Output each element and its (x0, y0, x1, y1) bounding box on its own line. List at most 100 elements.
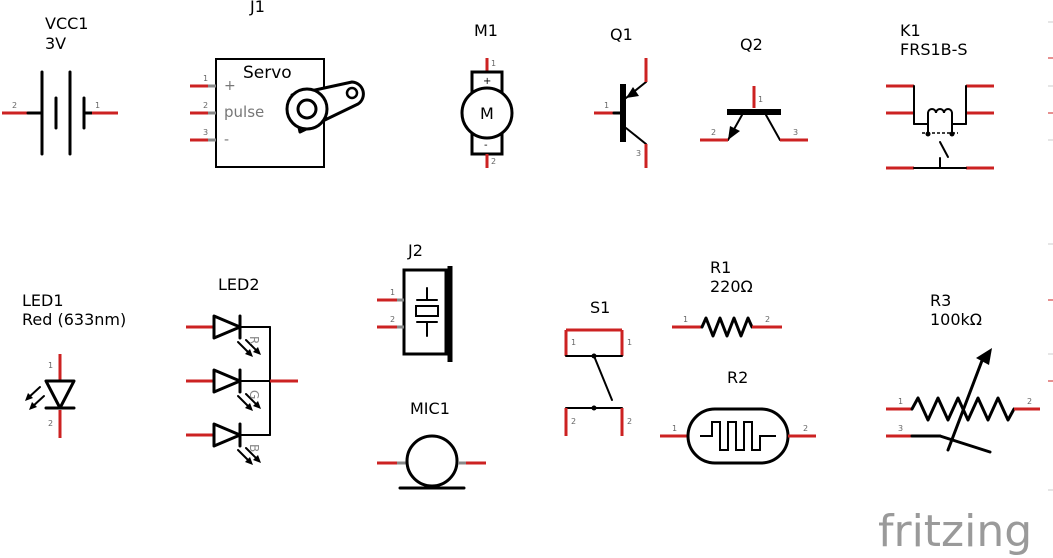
r2-pin-1-number: 1 (672, 424, 677, 433)
r2-photoresistor[interactable]: R2 1 2 (660, 368, 816, 465)
led2-diode-r (212, 314, 242, 340)
led2-diode-b (212, 422, 242, 448)
m1-symbol: M (480, 104, 494, 123)
s1-pin-1b-number: 1 (627, 338, 632, 347)
m1-motor-circle (460, 86, 514, 140)
s1-pin-2a-number: 2 (571, 417, 576, 426)
mic1-ref-label: MIC1 (410, 399, 450, 418)
q2-ref-label: Q2 (740, 35, 763, 54)
r2-serpentine (700, 421, 776, 451)
j2-pin-1-number: 1 (390, 288, 395, 297)
r1-resistor[interactable]: R1 220Ω 1 2 (672, 258, 782, 338)
k1-value-label: FRS1B-S (900, 40, 968, 59)
r2-ref-label: R2 (727, 368, 748, 387)
fritzing-logo: fritzing (878, 506, 1032, 557)
j1-ref-label: J1 (249, 0, 265, 16)
k1-ref-label: K1 (900, 21, 921, 40)
q2-collector-lead (765, 114, 781, 141)
r3-pin-1-number: 1 (898, 397, 903, 406)
j2-crystal[interactable]: J2 1 2 (377, 241, 453, 362)
s1-switch[interactable]: S1 1 1 2 2 (564, 298, 632, 436)
r3-ref-label: R3 (930, 291, 951, 310)
j1-pin-1-number: 1 (203, 74, 208, 83)
m1-minus: - (484, 140, 488, 151)
m1-plus: + (483, 76, 491, 87)
r3-potentiometer[interactable]: R3 100kΩ 1 2 3 (886, 291, 1040, 454)
k1-relay[interactable]: K1 FRS1B-S (886, 21, 994, 170)
led2-arrow-g1 (245, 403, 253, 411)
j2-ref-label: J2 (407, 241, 423, 260)
j1-pin-3-number: 3 (203, 128, 208, 137)
led1-light-arrow-1 (25, 393, 33, 401)
m1-motor[interactable]: M1 1 + - M 2 (460, 21, 514, 168)
q1-transistor[interactable]: Q1 1 3 (594, 25, 648, 168)
led2-arrow-g2 (253, 401, 261, 409)
r1-pin-2-number: 2 (765, 315, 770, 324)
q2-pin-2-number: 2 (711, 128, 716, 137)
s1-lever (593, 355, 613, 401)
j1-pin-pulse-label: pulse (224, 103, 264, 121)
led1-value-label: Red (633nm) (22, 310, 126, 329)
r3-pin-3-number: 3 (898, 424, 903, 433)
m1-ref-label: M1 (474, 21, 498, 40)
j1-pin-plus-label: + (224, 78, 236, 94)
j1-horn-hole (345, 86, 359, 100)
q1-pin-3-number: 3 (636, 149, 641, 158)
j2-body (402, 268, 448, 356)
q1-pin-1-number: 1 (604, 101, 609, 110)
q1-collector-lead (625, 127, 647, 145)
led2-arrow-b2 (253, 455, 261, 463)
m1-pin-2-number: 2 (491, 157, 496, 166)
mic1-body (405, 434, 459, 488)
r3-value-label: 100kΩ (930, 310, 982, 329)
vcc1-battery[interactable]: VCC1 3V 2 1 (2, 14, 118, 156)
led1-pin-1-number: 1 (48, 361, 53, 370)
k1-contact-left (925, 131, 931, 137)
j1-pin-2-number: 2 (203, 101, 208, 110)
vcc1-pin-1-number: 1 (95, 101, 100, 110)
vcc1-pin-2-number: 2 (12, 101, 17, 110)
m1-pin-1-number: 1 (491, 59, 496, 68)
r2-pin-2-number: 2 (803, 424, 808, 433)
led2-letter-g: G (247, 390, 261, 399)
r3-adjust-arrow (976, 348, 992, 365)
vcc1-value-label: 3V (45, 34, 66, 53)
q1-ref-label: Q1 (610, 25, 633, 44)
k1-contact-right (949, 131, 955, 137)
vcc1-ref-label: VCC1 (45, 14, 88, 33)
led1-ref-label: LED1 (22, 291, 64, 310)
q1-emitter-arrow (626, 87, 639, 98)
j1-servo[interactable]: J1 Servo + pulse - 1 2 3 (190, 0, 365, 168)
r1-zigzag (700, 316, 754, 338)
s1-pin-2b-number: 2 (627, 417, 632, 426)
led2-arrow-b1 (245, 457, 253, 465)
j1-horn-center (296, 98, 318, 120)
k1-coil (927, 108, 953, 114)
r1-value-label: 220Ω (710, 277, 753, 296)
mic1-microphone[interactable]: MIC1 (377, 399, 486, 490)
r3-adjust-line (946, 356, 985, 452)
q2-transistor[interactable]: Q2 1 2 3 (700, 35, 808, 142)
j2-crystal-element (415, 305, 439, 317)
r3-pin-2-number: 2 (1027, 397, 1032, 406)
led1-pin-2-number: 2 (48, 419, 53, 428)
led2-arrow-r1 (245, 349, 253, 357)
led2-rgb[interactable]: LED2 R G B (186, 275, 298, 465)
s1-pin-1a-number: 1 (571, 338, 576, 347)
led2-diode-g (212, 368, 242, 394)
q2-pin-3-number: 3 (793, 128, 798, 137)
edge-ticks (1048, 21, 1053, 491)
q2-emitter-arrow (728, 126, 740, 140)
j1-pin-minus-label: - (224, 132, 229, 148)
led1-light-arrow-2 (29, 402, 37, 410)
s1-ref-label: S1 (590, 298, 610, 317)
k1-switch-arm (939, 141, 949, 158)
led2-ref-label: LED2 (218, 275, 260, 294)
led1[interactable]: LED1 Red (633nm) 1 2 (22, 291, 126, 438)
led2-arrow-r2 (253, 347, 261, 355)
led2-letter-r: R (247, 336, 261, 344)
j1-title: Servo (243, 63, 292, 83)
q2-pin-1-number: 1 (758, 95, 763, 104)
led1-diode-triangle (44, 379, 76, 410)
